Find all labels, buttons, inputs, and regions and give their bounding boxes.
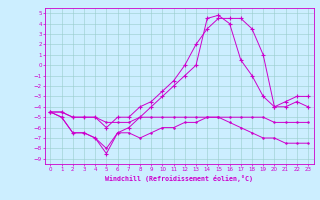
X-axis label: Windchill (Refroidissement éolien,°C): Windchill (Refroidissement éolien,°C) bbox=[105, 175, 253, 182]
